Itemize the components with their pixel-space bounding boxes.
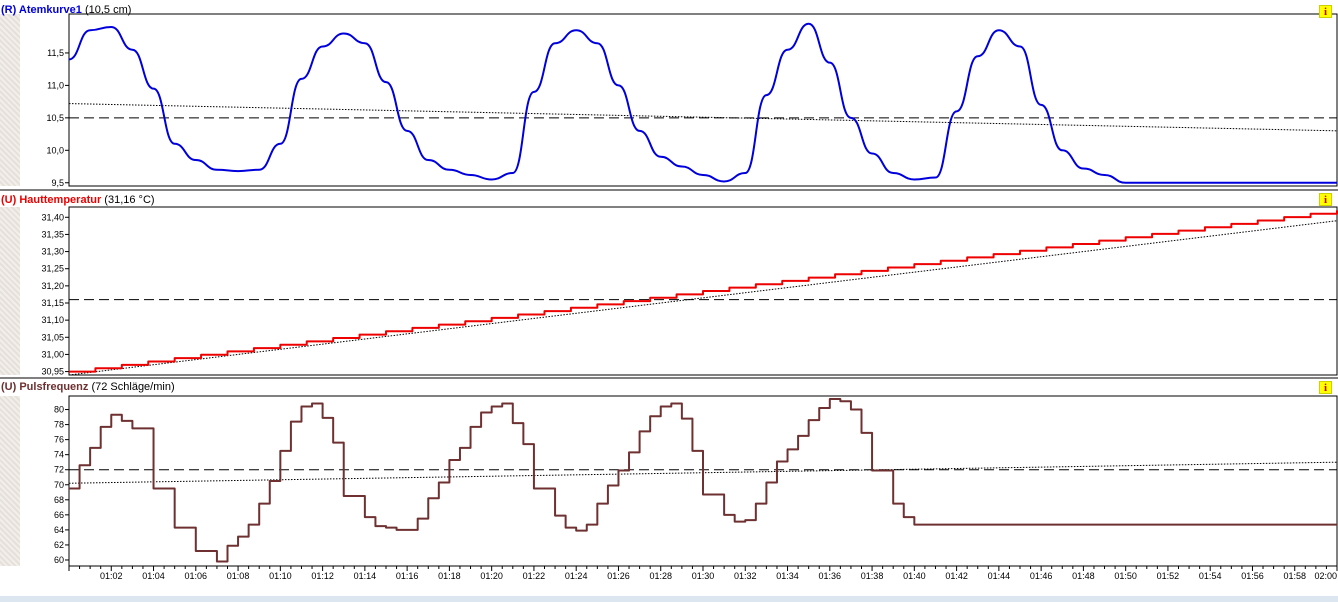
y-tick-label: 66 [54,510,64,520]
series-line [68,22,1337,184]
x-tick-label: 01:22 [523,571,546,581]
x-tick-label: 01:44 [988,571,1011,581]
panel-header-skin-temp: (U) Hauttemperatur (31,16 °C) [1,194,155,206]
y-tick-label: 70 [54,480,64,490]
y-tick-label: 10,0 [46,145,64,155]
x-tick-label: 01:40 [903,571,926,581]
x-tick-label: 01:46 [1030,571,1053,581]
panel-side-strip [0,207,20,375]
info-button[interactable]: i [1319,5,1332,18]
series-line [69,210,1338,373]
bottom-bar [0,596,1338,602]
x-tick-label: 01:14 [354,571,377,581]
x-tick-label: 01:36 [819,571,842,581]
x-tick-label: 01:30 [692,571,715,581]
x-tick-label: 01:12 [311,571,334,581]
y-tick-label: 31,20 [41,281,64,291]
plot-area [68,13,1338,187]
info-button[interactable]: i [1319,193,1332,206]
panel-side-strip [0,14,20,186]
panel-side-strip [0,396,20,566]
x-tick-label: 01:48 [1072,571,1095,581]
panel-title: (R) Atemkurve1 [1,4,82,16]
y-tick-label: 31,10 [41,315,64,325]
y-tick-label: 31,15 [41,298,64,308]
y-tick-label: 68 [54,495,64,505]
x-tick-label: 01:10 [269,571,292,581]
y-tick-label: 31,05 [41,332,64,342]
panel-value: (72 Schläge/min) [91,381,175,393]
panel-value: (10,5 cm) [84,4,132,16]
y-tick-label: 31,25 [41,264,64,274]
panel-header-pulse: (U) Pulsfrequenz (72 Schläge/min) [1,381,175,393]
y-tick-label: 76 [54,435,64,445]
x-tick-label: 01:08 [227,571,250,581]
y-tick-label: 31,40 [41,212,64,222]
x-tick-label: 01:34 [776,571,799,581]
y-tick-label: 78 [54,420,64,430]
x-tick-label: 01:18 [438,571,461,581]
x-tick-label: 01:58 [1283,571,1306,581]
x-tick-label: 01:54 [1199,571,1222,581]
x-tick-label: 01:56 [1241,571,1264,581]
y-tick-label: 60 [54,555,64,565]
x-tick-label: 01:28 [649,571,672,581]
panel-title: (U) Hauttemperatur [1,194,102,206]
y-tick-label: 9,5 [51,178,64,188]
panel-title: (U) Pulsfrequenz [1,381,89,393]
y-tick-label: 10,5 [46,113,64,123]
panel-header-breathing: (R) Atemkurve1 (10,5 cm) [1,4,131,16]
y-tick-label: 72 [54,465,64,475]
y-tick-label: 31,30 [41,247,64,257]
y-tick-label: 80 [54,405,64,415]
panel-value: (31,16 °C) [104,194,155,206]
trend-line [68,103,1338,132]
x-tick-label: 01:02 [100,571,123,581]
x-tick-label: 01:06 [185,571,208,581]
series-line [69,398,1337,563]
x-tick-label: 01:24 [565,571,588,581]
x-tick-label: 01:26 [607,571,630,581]
x-tick-label: 01:42 [945,571,968,581]
y-tick-label: 64 [54,525,64,535]
y-tick-label: 31,00 [41,349,64,359]
y-tick-label: 30,95 [41,367,64,377]
y-tick-label: 62 [54,540,64,550]
info-button[interactable]: i [1319,381,1332,394]
y-tick-label: 74 [54,450,64,460]
x-tick-label: 02:00 [1314,571,1337,581]
x-tick-label: 01:38 [861,571,884,581]
x-tick-label: 01:50 [1114,571,1137,581]
y-tick-label: 11,5 [47,48,64,58]
y-tick-label: 11,0 [47,80,64,90]
y-tick-label: 31,35 [41,229,64,239]
x-tick-label: 01:32 [734,571,757,581]
x-tick-label: 01:52 [1157,571,1180,581]
x-tick-label: 01:04 [142,571,165,581]
x-tick-label: 01:16 [396,571,419,581]
x-tick-label: 01:20 [480,571,503,581]
